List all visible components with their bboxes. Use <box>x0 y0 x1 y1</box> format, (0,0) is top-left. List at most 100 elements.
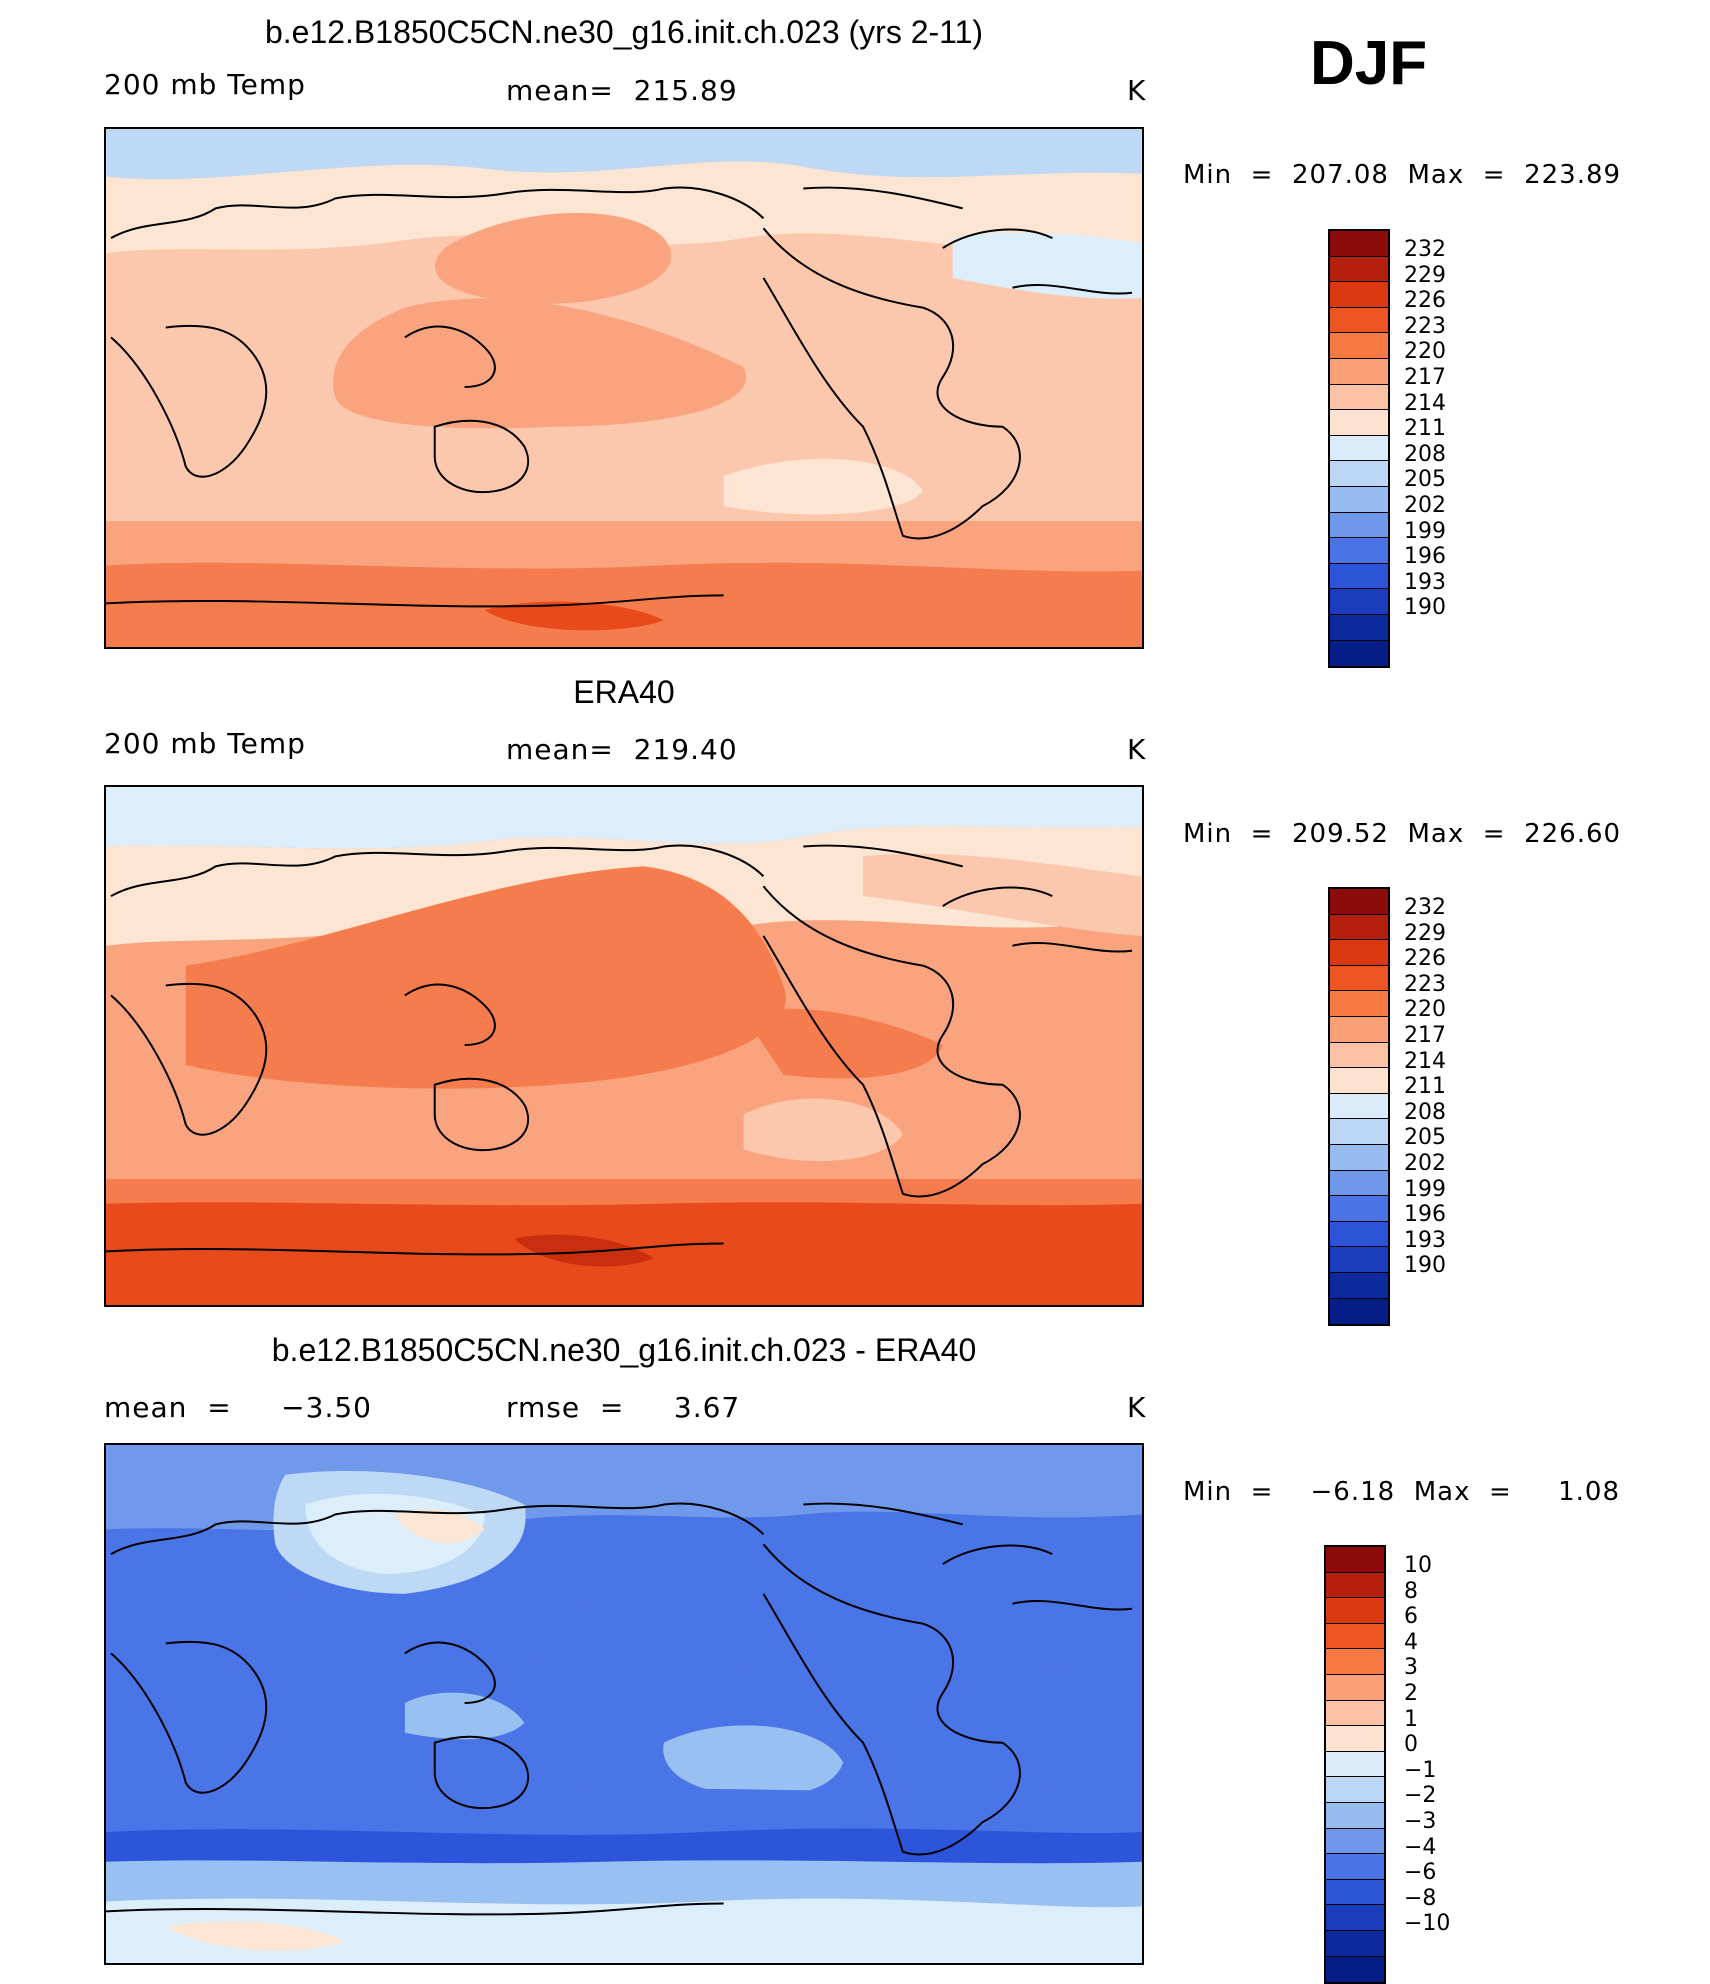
colorbar-tick-label: 2 <box>1404 1681 1418 1706</box>
panel-3-mean-label: mean = −3.50 <box>104 1391 372 1424</box>
colorbar-tick-label: −2 <box>1404 1783 1437 1809</box>
colorbar-tick-label: 226 <box>1404 946 1446 972</box>
colorbar-tick-label: −3 <box>1404 1809 1437 1834</box>
colorbar-tick-label: 196 <box>1404 1202 1446 1228</box>
colorbar-swatch <box>1330 1144 1388 1171</box>
colorbar-tick-label: −4 <box>1404 1834 1437 1860</box>
colorbar-tick-label: 1 <box>1404 1706 1418 1732</box>
colorbar-tick-label: −10 <box>1404 1911 1451 1937</box>
colorbar-swatch <box>1326 1854 1384 1880</box>
season-label: DJF <box>1310 29 1428 98</box>
colorbar-tick-label: 214 <box>1404 390 1446 416</box>
colorbar-swatch <box>1326 1905 1384 1931</box>
colorbar-swatch <box>1326 1956 1384 1983</box>
colorbar-tick-label: 202 <box>1404 493 1446 518</box>
colorbar-swatch <box>1330 1196 1388 1222</box>
colorbar-swatch <box>1330 256 1388 283</box>
colorbar-swatch <box>1330 1221 1388 1248</box>
colorbar-swatch <box>1326 1828 1384 1855</box>
panel-3-contour-map <box>106 1445 1142 1963</box>
colorbar-tick-label: 229 <box>1404 262 1446 288</box>
colorbar-swatch <box>1330 410 1388 436</box>
colorbar-swatch <box>1330 512 1388 539</box>
colorbar-tick-label: 196 <box>1404 544 1446 570</box>
colorbar-swatch <box>1330 486 1388 513</box>
colorbar-tick-label: 226 <box>1404 288 1446 314</box>
colorbar-swatch <box>1330 1093 1388 1120</box>
panel-1-mean-label: mean= 215.89 <box>506 74 738 107</box>
colorbar-tick-label: −8 <box>1404 1885 1437 1911</box>
colorbar-swatch <box>1326 1700 1384 1727</box>
colorbar-tick-label: 223 <box>1404 313 1446 339</box>
colorbar-swatch <box>1330 1247 1388 1273</box>
panel-1-units-label: K <box>1127 74 1147 107</box>
colorbar-swatch <box>1326 1674 1384 1701</box>
colorbar-swatch <box>1330 1119 1388 1145</box>
colorbar-swatch <box>1330 538 1388 564</box>
colorbar-swatch <box>1330 1068 1388 1094</box>
panel-3-map <box>104 1443 1144 1965</box>
colorbar-tick-label: 211 <box>1404 1074 1446 1100</box>
colorbar-swatch <box>1330 1042 1388 1069</box>
colorbar-swatch <box>1330 614 1388 641</box>
colorbar-swatch <box>1330 1016 1388 1043</box>
colorbar-tick-label: 220 <box>1404 997 1446 1023</box>
colorbar-tick-label: 223 <box>1404 971 1446 997</box>
colorbar-swatch <box>1326 1930 1384 1957</box>
colorbar-swatch <box>1330 1298 1388 1325</box>
colorbar-tick-label: 10 <box>1404 1553 1432 1578</box>
colorbar-swatch <box>1330 435 1388 462</box>
colorbar-swatch <box>1330 1272 1388 1299</box>
colorbar-tick-label: 205 <box>1404 1125 1446 1151</box>
panel-1-colorbar <box>1328 229 1390 669</box>
colorbar-tick-label: −6 <box>1404 1860 1437 1886</box>
colorbar-tick-label: 190 <box>1404 595 1446 621</box>
colorbar-tick-label: 3 <box>1404 1655 1418 1681</box>
colorbar-swatch <box>1330 965 1388 992</box>
colorbar-swatch <box>1330 282 1388 308</box>
colorbar-swatch <box>1330 461 1388 487</box>
colorbar-swatch <box>1330 333 1388 359</box>
colorbar-tick-label: 0 <box>1404 1732 1418 1758</box>
colorbar-swatch <box>1330 889 1388 915</box>
panel-2-minmax: Min = 209.52 Max = 226.60 <box>1183 819 1622 849</box>
colorbar-tick-label: 214 <box>1404 1048 1446 1074</box>
colorbar-tick-label: 8 <box>1404 1578 1418 1604</box>
panel-2-contour-map <box>106 787 1142 1305</box>
colorbar-tick-label: 190 <box>1404 1253 1446 1279</box>
panel-1-minmax: Min = 207.08 Max = 223.89 <box>1183 160 1622 190</box>
colorbar-swatch <box>1330 231 1388 257</box>
colorbar-swatch <box>1326 1777 1384 1803</box>
colorbar-swatch <box>1330 914 1388 941</box>
colorbar-tick-label: 199 <box>1404 1176 1446 1202</box>
colorbar-swatch <box>1326 1547 1384 1573</box>
colorbar-swatch <box>1330 384 1388 411</box>
panel-3-rmse-label: rmse = 3.67 <box>506 1391 741 1424</box>
panel-1-map <box>104 127 1144 649</box>
colorbar-swatch <box>1330 307 1388 334</box>
colorbar-tick-label: 232 <box>1404 895 1446 920</box>
colorbar-swatch <box>1326 1726 1384 1752</box>
colorbar-tick-label: 6 <box>1404 1604 1418 1630</box>
panel-1-variable-label: 200 mb Temp <box>104 68 306 101</box>
colorbar-tick-label: 211 <box>1404 416 1446 442</box>
colorbar-swatch <box>1326 1802 1384 1829</box>
colorbar-tick-label: 199 <box>1404 518 1446 544</box>
panel-2-colorbar <box>1328 887 1390 1327</box>
panel-1-title: b.e12.B1850C5CN.ne30_g16.init.ch.023 (yr… <box>264 14 984 50</box>
colorbar-tick-label: −1 <box>1404 1757 1437 1783</box>
colorbar-tick-label: 217 <box>1404 1023 1446 1048</box>
panel-3-units-label: K <box>1127 1391 1147 1424</box>
panel-3-title: b.e12.B1850C5CN.ne30_g16.init.ch.023 - E… <box>271 1332 977 1368</box>
panel-1-contour-map <box>106 129 1142 647</box>
colorbar-swatch <box>1330 589 1388 615</box>
colorbar-tick-label: 193 <box>1404 1227 1446 1253</box>
colorbar-swatch <box>1326 1879 1384 1906</box>
colorbar-tick-label: 208 <box>1404 441 1446 467</box>
colorbar-tick-label: 232 <box>1404 237 1446 262</box>
colorbar-tick-label: 220 <box>1404 339 1446 365</box>
colorbar-tick-label: 4 <box>1404 1629 1418 1655</box>
colorbar-swatch <box>1330 940 1388 966</box>
colorbar-swatch <box>1326 1751 1384 1778</box>
colorbar-tick-label: 229 <box>1404 920 1446 946</box>
